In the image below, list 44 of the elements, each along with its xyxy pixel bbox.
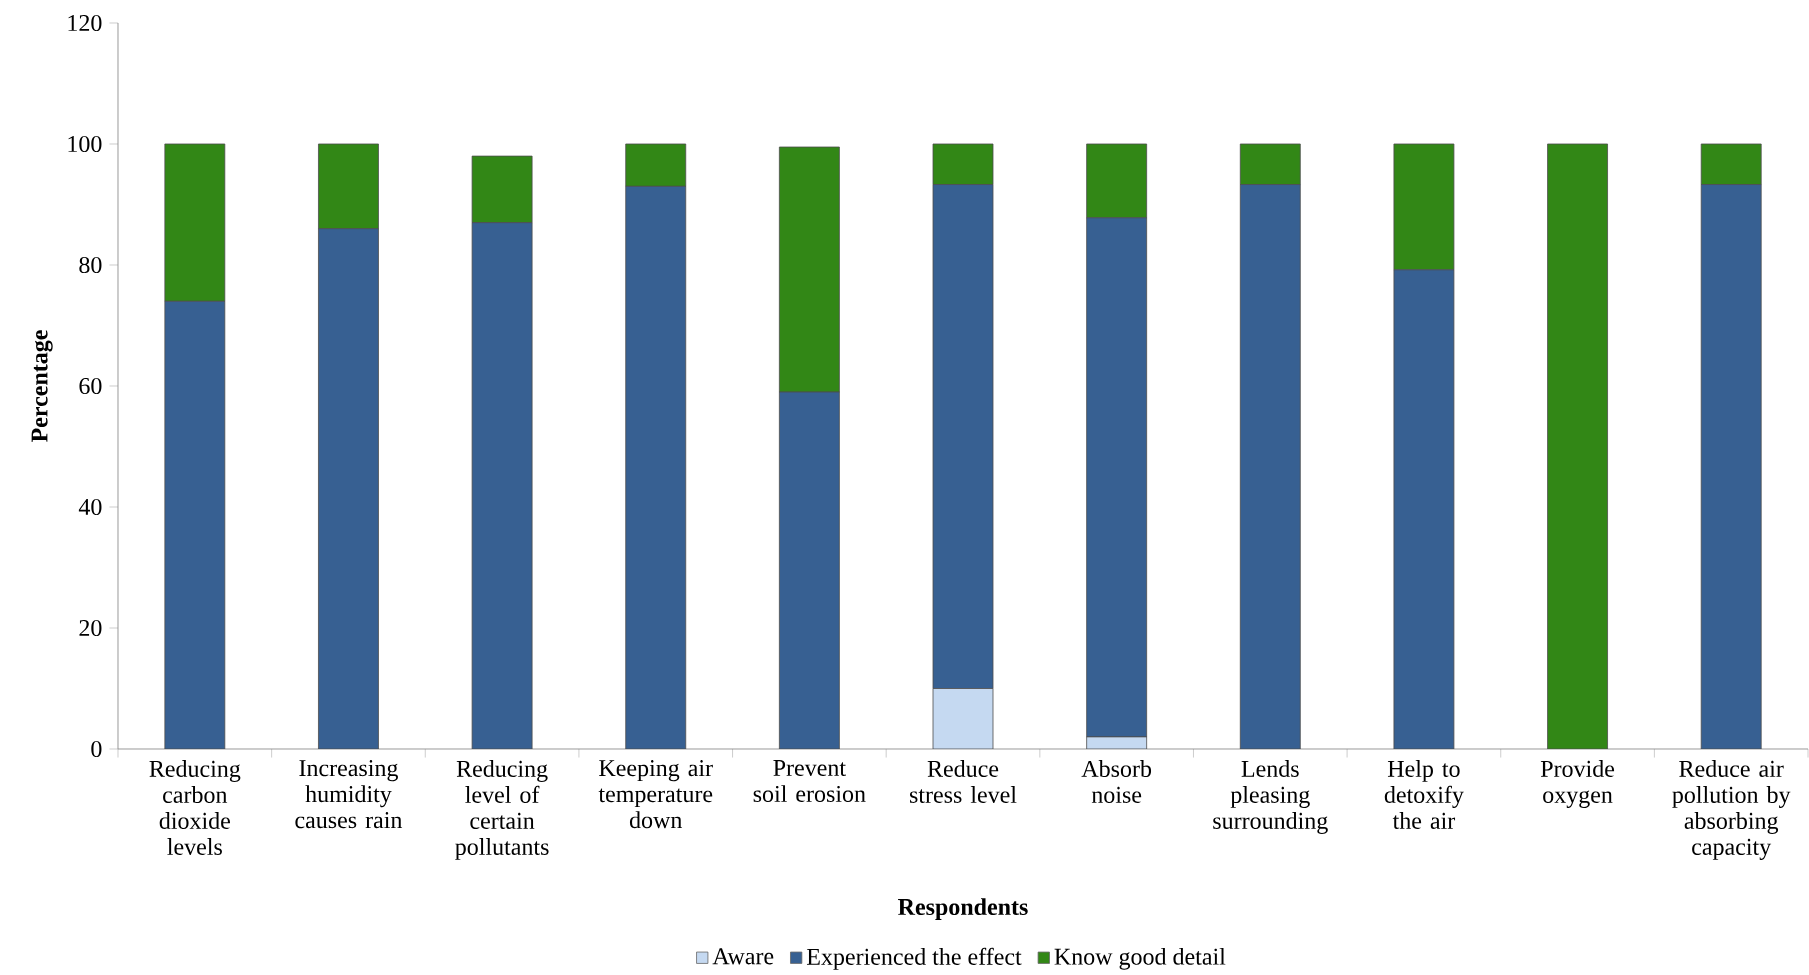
bar <box>1700 143 1762 185</box>
y-tick-label: 20 <box>79 619 102 637</box>
y-tick-label: 80 <box>79 256 102 274</box>
legend-label: Experienced the effect <box>806 947 1022 970</box>
y-tick-label: 120 <box>68 14 102 32</box>
bar <box>625 185 687 749</box>
bar <box>1086 217 1148 738</box>
bar <box>164 143 226 302</box>
x-tick-label: Prevent soil erosion <box>753 760 866 802</box>
x-tick-label: Lends pleasing surrounding <box>1213 760 1328 834</box>
bar <box>1393 143 1455 271</box>
x-tick-label: Reducing level of certain pollutants <box>455 760 549 860</box>
y-axis-title: Percentage <box>31 330 53 443</box>
bar <box>1239 184 1301 749</box>
x-tick-label: Absorb noise <box>1081 760 1152 803</box>
x-tick-label: Keeping air temperature down <box>598 760 713 829</box>
bar <box>625 143 687 187</box>
x-axis-title: Respondents <box>898 898 1028 920</box>
x-tick-label: Reduce stress level <box>910 760 1017 803</box>
bar <box>932 143 994 185</box>
x-tick-label: Reduce air pollution by absorbing capacity <box>1672 760 1791 860</box>
bar <box>778 146 840 393</box>
y-tick-label: 0 <box>91 740 102 758</box>
bar <box>318 143 379 230</box>
bar <box>932 184 994 689</box>
bar <box>318 228 379 749</box>
bar <box>1547 143 1608 749</box>
y-tick-label: 100 <box>68 135 102 153</box>
legend-label: Know good detail <box>1054 947 1226 970</box>
x-tick-label: Increasing humidity causes rain <box>295 760 403 829</box>
legend-label: Aware <box>712 948 774 965</box>
bar <box>1086 143 1148 219</box>
y-tick-label: 40 <box>78 498 102 516</box>
x-tick-label: Reducing carbon dioxide levels <box>149 760 241 855</box>
bar <box>1239 143 1301 185</box>
bar <box>471 155 533 224</box>
bar <box>778 391 840 749</box>
bar <box>164 300 226 749</box>
bar <box>1393 269 1455 749</box>
bar <box>471 222 533 749</box>
x-tick-label: Help to detoxify the air <box>1384 760 1464 829</box>
bar <box>1700 184 1762 749</box>
y-tick-label: 60 <box>79 377 102 395</box>
x-tick-label: Provide oxygen <box>1540 760 1615 808</box>
